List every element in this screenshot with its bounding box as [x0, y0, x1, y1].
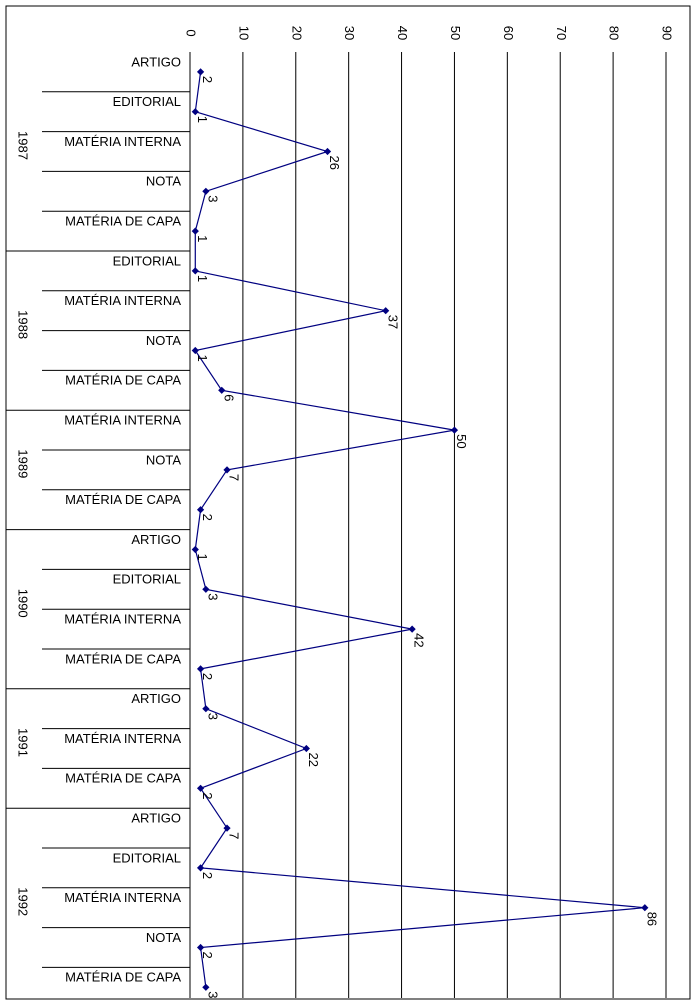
tick-labels: 0 10 20 30 40 50 60 70 80 90: [184, 26, 675, 40]
data-label: 7: [227, 832, 242, 839]
data-point: [223, 824, 231, 832]
category-label: MATÉRIA DE CAPA: [65, 214, 181, 229]
data-point: [196, 665, 205, 673]
data-label: 6: [221, 394, 236, 401]
data-point: [202, 585, 210, 593]
category-label: MATÉRIA INTERNA: [64, 612, 181, 627]
data-point: [196, 943, 205, 952]
category-label: MATÉRIA DE CAPA: [65, 373, 181, 388]
category-label: EDITORIAL: [113, 850, 181, 865]
data-point: [223, 466, 231, 474]
data-point: [641, 904, 649, 912]
category-label: ARTIGO: [131, 54, 181, 69]
data-point: [302, 744, 310, 753]
category-label: EDITORIAL: [113, 94, 181, 109]
category-labels: ARTIGO EDITORIAL MATÉRIA INTERNA NOTA MATÉRI…: [64, 54, 181, 984]
year-label-1992: 1992: [16, 887, 31, 916]
data-label: 3: [205, 195, 220, 202]
year-label-1987: 1987: [16, 131, 31, 160]
data-label: 2: [200, 673, 215, 680]
category-label: NOTA: [146, 930, 181, 945]
data-label: 22: [306, 753, 321, 767]
category-label: MATÉRIA DE CAPA: [65, 771, 181, 786]
data-label: 1: [195, 116, 210, 123]
data-point: [408, 625, 416, 633]
data-point: [323, 147, 332, 156]
data-label: 1: [195, 554, 210, 561]
data-point: [382, 307, 390, 315]
year-label-1989: 1989: [16, 449, 31, 478]
series: [191, 68, 649, 991]
data-point: [196, 864, 205, 872]
data-label: 1: [195, 235, 210, 242]
data-label: 3: [205, 593, 220, 600]
category-label: MATÉRIA INTERNA: [64, 134, 181, 149]
category-label: ARTIGO: [131, 532, 181, 547]
data-label: 7: [227, 474, 242, 481]
year-label-1988: 1988: [16, 310, 31, 339]
data-point: [191, 267, 199, 275]
data-label: 2: [200, 514, 215, 521]
category-label: MATÉRIA INTERNA: [64, 731, 181, 746]
data-point: [191, 545, 199, 554]
category-label: MATÉRIA INTERNA: [64, 293, 181, 308]
data-label: 50: [454, 434, 469, 448]
gridlines: [242, 52, 667, 998]
data-point: [196, 506, 205, 514]
data-point: [196, 68, 205, 76]
series-line: [194, 71, 645, 988]
data-label: 42: [412, 633, 427, 647]
tick-label-60: 60: [501, 26, 516, 40]
data-label: 1: [195, 275, 210, 282]
category-label: MATÉRIA DE CAPA: [65, 492, 181, 507]
category-label: ARTIGO: [131, 691, 181, 706]
category-label: EDITORIAL: [113, 253, 181, 268]
data-point: [218, 386, 226, 394]
data-label: 26: [327, 156, 342, 170]
tick-label-40: 40: [395, 26, 410, 40]
tick-label-10: 10: [236, 26, 251, 40]
tick-label-50: 50: [448, 26, 463, 40]
category-label: EDITORIAL: [113, 572, 181, 587]
data-label: 2: [200, 872, 215, 879]
category-label: NOTA: [146, 452, 181, 467]
data-label: 86: [644, 912, 659, 926]
data-label: 1: [195, 355, 210, 362]
tick-label-20: 20: [289, 26, 304, 40]
category-label: MATÉRIA INTERNA: [64, 413, 181, 428]
category-axis: [6, 52, 191, 998]
year-label-1990: 1990: [16, 589, 31, 618]
data-point: [191, 346, 199, 355]
data-point: [202, 187, 210, 195]
category-label: MATÉRIA DE CAPA: [65, 970, 181, 985]
data-point: [196, 784, 205, 792]
tick-label-30: 30: [342, 26, 357, 40]
tick-label-70: 70: [554, 26, 569, 40]
data-point: [202, 705, 210, 713]
tick-label-0: 0: [184, 29, 199, 36]
year-labels: 1987 1988 1989 1990 1991 1992: [16, 131, 31, 916]
data-label: 2: [200, 76, 215, 83]
tick-label-90: 90: [660, 26, 675, 40]
year-label-1991: 1991: [16, 728, 31, 757]
category-label: MATÉRIA INTERNA: [64, 890, 181, 905]
tick-label-80: 80: [607, 26, 622, 40]
data-label: 37: [385, 315, 400, 329]
category-label: MATÉRIA DE CAPA: [65, 651, 181, 666]
data-label: 2: [200, 792, 215, 799]
data-label: 3: [205, 991, 220, 998]
category-label: NOTA: [146, 174, 181, 189]
data-point: [450, 426, 459, 434]
data-label: 2: [200, 952, 215, 959]
data-point: [191, 108, 199, 116]
data-point: [191, 227, 199, 235]
category-label: NOTA: [146, 333, 181, 348]
data-point: [202, 983, 210, 991]
category-label: ARTIGO: [131, 811, 181, 826]
data-label: 3: [205, 713, 220, 720]
